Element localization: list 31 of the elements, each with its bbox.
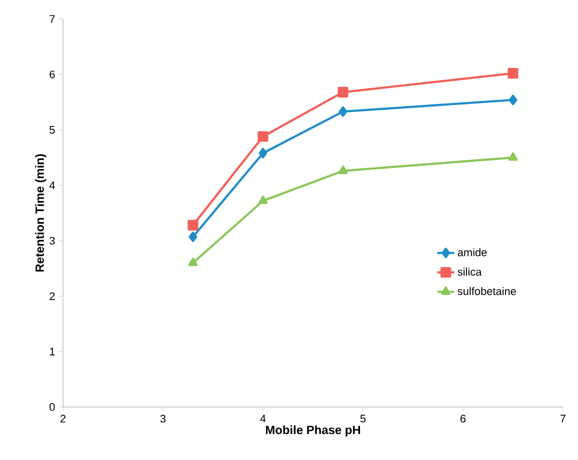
point <box>258 148 268 158</box>
x-axis-title: Mobile Phase pH <box>266 425 360 437</box>
point <box>508 152 518 161</box>
legend-label: sulfobetaine <box>458 287 516 296</box>
x-tick-label: 2 <box>60 414 66 422</box>
y-tick-label: 4 <box>49 182 55 190</box>
point <box>188 258 198 266</box>
x-tick-label: 6 <box>460 414 466 423</box>
y-tick-label: 6 <box>50 70 55 78</box>
legend-label: amide <box>458 248 487 256</box>
y-tick-label: 0 <box>50 403 55 411</box>
point <box>508 94 518 106</box>
point <box>258 196 268 204</box>
point <box>338 106 348 117</box>
point <box>188 220 198 230</box>
point <box>338 166 348 174</box>
x-tick-label: 4 <box>260 414 266 422</box>
y-tick-label: 5 <box>50 126 55 134</box>
point <box>258 131 268 142</box>
x-tick-label: 3 <box>160 414 166 423</box>
y-tick-label: 7 <box>50 15 55 23</box>
point <box>508 68 518 79</box>
point <box>338 86 348 98</box>
y-axis-title: Retention Time (min) <box>35 154 46 272</box>
x-tick-label: 7 <box>560 414 566 422</box>
legend-label: silica <box>458 268 482 276</box>
point <box>188 232 198 242</box>
y-tick-label: 1 <box>50 348 55 356</box>
y-tick-label: 3 <box>50 236 55 245</box>
y-tick-label: 2 <box>50 292 55 300</box>
x-tick-label: 5 <box>360 414 366 422</box>
